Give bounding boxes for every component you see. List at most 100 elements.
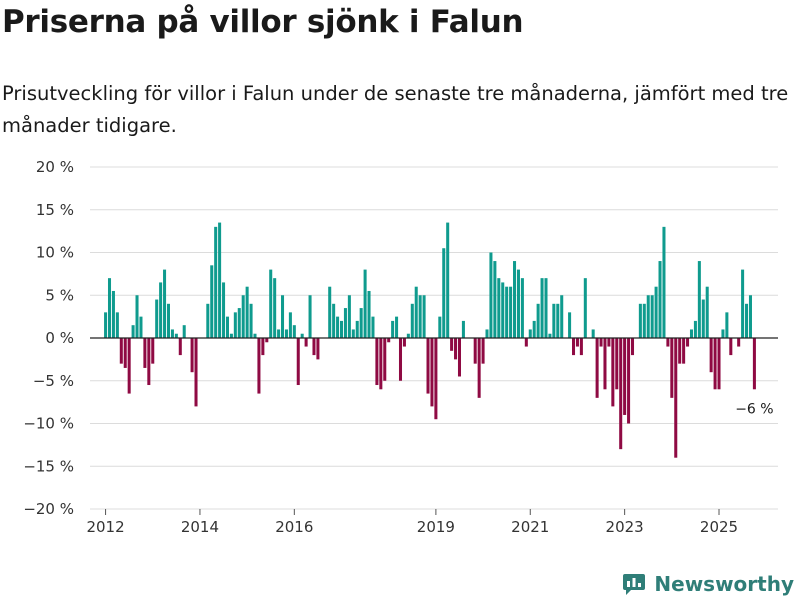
bar (607, 338, 611, 347)
x-tick-label: 2025 (700, 518, 738, 536)
bar (135, 295, 139, 338)
bar (599, 338, 603, 347)
bar (355, 320, 359, 338)
bar (520, 278, 524, 338)
bar (359, 308, 363, 338)
x-tick-label: 2016 (275, 518, 313, 536)
bar (155, 299, 159, 338)
x-tick-label: 2014 (181, 518, 219, 536)
x-tick-label: 2019 (417, 518, 455, 536)
bar (540, 278, 544, 338)
bar (737, 338, 741, 347)
bar (233, 312, 237, 338)
bar (552, 303, 556, 338)
bar (741, 269, 745, 338)
bar (430, 338, 434, 407)
bar (257, 338, 261, 394)
bar (505, 286, 509, 338)
bar (646, 295, 650, 338)
bar (225, 316, 229, 339)
bar (729, 338, 733, 356)
bar (288, 312, 292, 338)
bar (630, 338, 635, 356)
bar (237, 308, 241, 338)
bar (678, 338, 682, 364)
chart-title: Priserna på villor sjönk i Falun (2, 4, 524, 40)
bar (670, 338, 674, 398)
bar (705, 286, 709, 338)
bar (163, 269, 167, 338)
bar (611, 338, 615, 407)
bar (229, 333, 233, 338)
gridlines (90, 166, 778, 510)
bars (104, 222, 756, 458)
bar (627, 338, 631, 424)
x-tick-label: 2023 (606, 518, 644, 536)
bar (214, 226, 218, 338)
bar (383, 338, 387, 381)
bar (182, 325, 186, 338)
bar (178, 338, 182, 356)
bar (662, 226, 666, 338)
bar (312, 338, 316, 356)
x-tick-label: 2012 (86, 518, 124, 536)
bar (292, 325, 296, 338)
bar (166, 303, 170, 338)
chart-subtitle: Prisutveckling för villor i Falun under … (2, 82, 789, 137)
bar (308, 295, 312, 338)
bar (544, 278, 548, 338)
bar (300, 333, 304, 338)
y-tick-label: −10 % (23, 415, 74, 433)
bar (709, 338, 713, 373)
bar (654, 286, 658, 338)
bar (454, 338, 458, 360)
bar (536, 303, 540, 338)
bar (422, 295, 426, 338)
bar (174, 333, 178, 338)
bar (265, 338, 269, 343)
bar (583, 278, 587, 338)
bar (473, 338, 477, 364)
bar (481, 338, 485, 364)
bar (343, 308, 347, 338)
bar (701, 299, 705, 338)
bar (485, 329, 489, 338)
bar (241, 295, 245, 338)
bar (190, 338, 194, 373)
bar (713, 338, 717, 390)
bar (336, 316, 340, 339)
bar (210, 265, 214, 338)
bar (261, 338, 265, 356)
bar (218, 222, 222, 338)
bar (123, 338, 127, 368)
bar (273, 278, 277, 338)
y-axis-tick-labels: 20 % 15 % 10 % 5 % 0 % −5 % −10 % −15 % −20 % (23, 158, 74, 518)
bar (434, 338, 438, 420)
bar (650, 295, 654, 338)
bar (296, 338, 300, 386)
bar (560, 295, 564, 338)
bar (139, 316, 143, 339)
bar (410, 303, 414, 338)
bar (725, 312, 729, 338)
bar (281, 295, 285, 338)
bar (367, 290, 371, 338)
bar (284, 329, 288, 338)
bar (104, 312, 108, 338)
bar (332, 303, 336, 338)
bar (426, 338, 430, 394)
bar (693, 320, 697, 338)
bar (666, 338, 670, 347)
bar (398, 338, 403, 381)
y-tick-label: −5 % (33, 372, 74, 390)
bar (572, 338, 576, 356)
bar (686, 338, 690, 347)
bar (127, 338, 131, 394)
x-axis: 2012 2014 2016 2019 2021 2023 2025 (86, 509, 738, 536)
bar (269, 269, 273, 338)
bar (532, 320, 536, 338)
bar (147, 338, 151, 386)
bar (697, 261, 701, 338)
bar (623, 338, 627, 415)
bar (513, 261, 517, 338)
